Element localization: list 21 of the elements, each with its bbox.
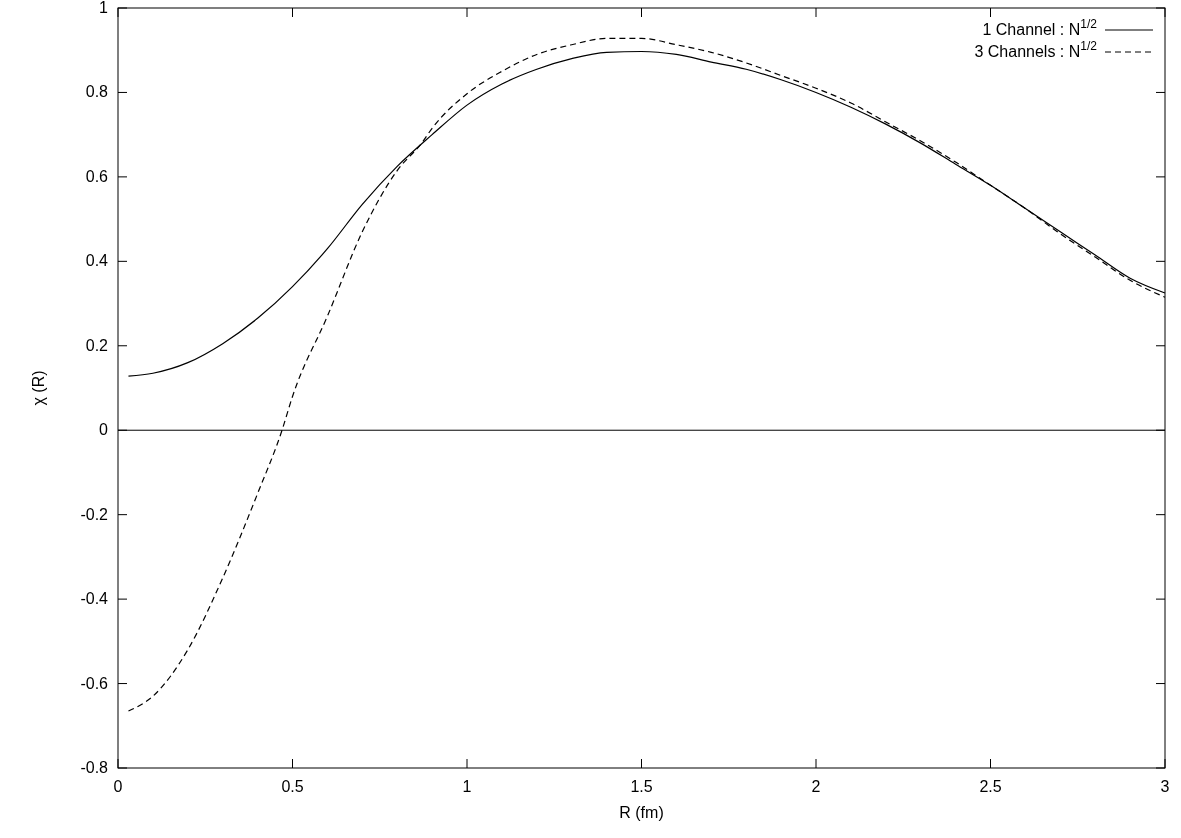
y-tick-label: -0.6: [80, 674, 109, 692]
y-tick-label: -0.4: [80, 590, 109, 608]
y-tick-label: 0.8: [85, 83, 109, 101]
x-tick-label: 1: [462, 778, 472, 795]
legend-label: 3 Channels : N$^{1/2}$: [974, 39, 1098, 60]
x-tick-label: 1.5: [630, 778, 653, 795]
x-tick-label: 0.5: [281, 778, 304, 795]
x-tick-label: 0: [113, 778, 123, 795]
y-tick-label: -0.2: [80, 505, 109, 523]
y-tick-label: -0.8: [80, 759, 109, 776]
legend-label: 1 Channel : N$^{1/2}$: [982, 17, 1098, 38]
y-tick-label: 1: [99, 0, 109, 16]
x-tick-label: 3: [1160, 778, 1170, 795]
y-tick-label: 0: [99, 421, 109, 439]
x-axis-title: R (fm): [619, 804, 664, 821]
y-tick-label: 0.2: [85, 336, 109, 354]
y-axis-title: χ (R): [30, 370, 47, 406]
x-tick-label: 2.5: [979, 778, 1002, 795]
y-tick-label: 0.6: [85, 167, 109, 185]
y-tick-label: 0.4: [85, 252, 109, 270]
x-tick-label: 2: [811, 778, 821, 795]
